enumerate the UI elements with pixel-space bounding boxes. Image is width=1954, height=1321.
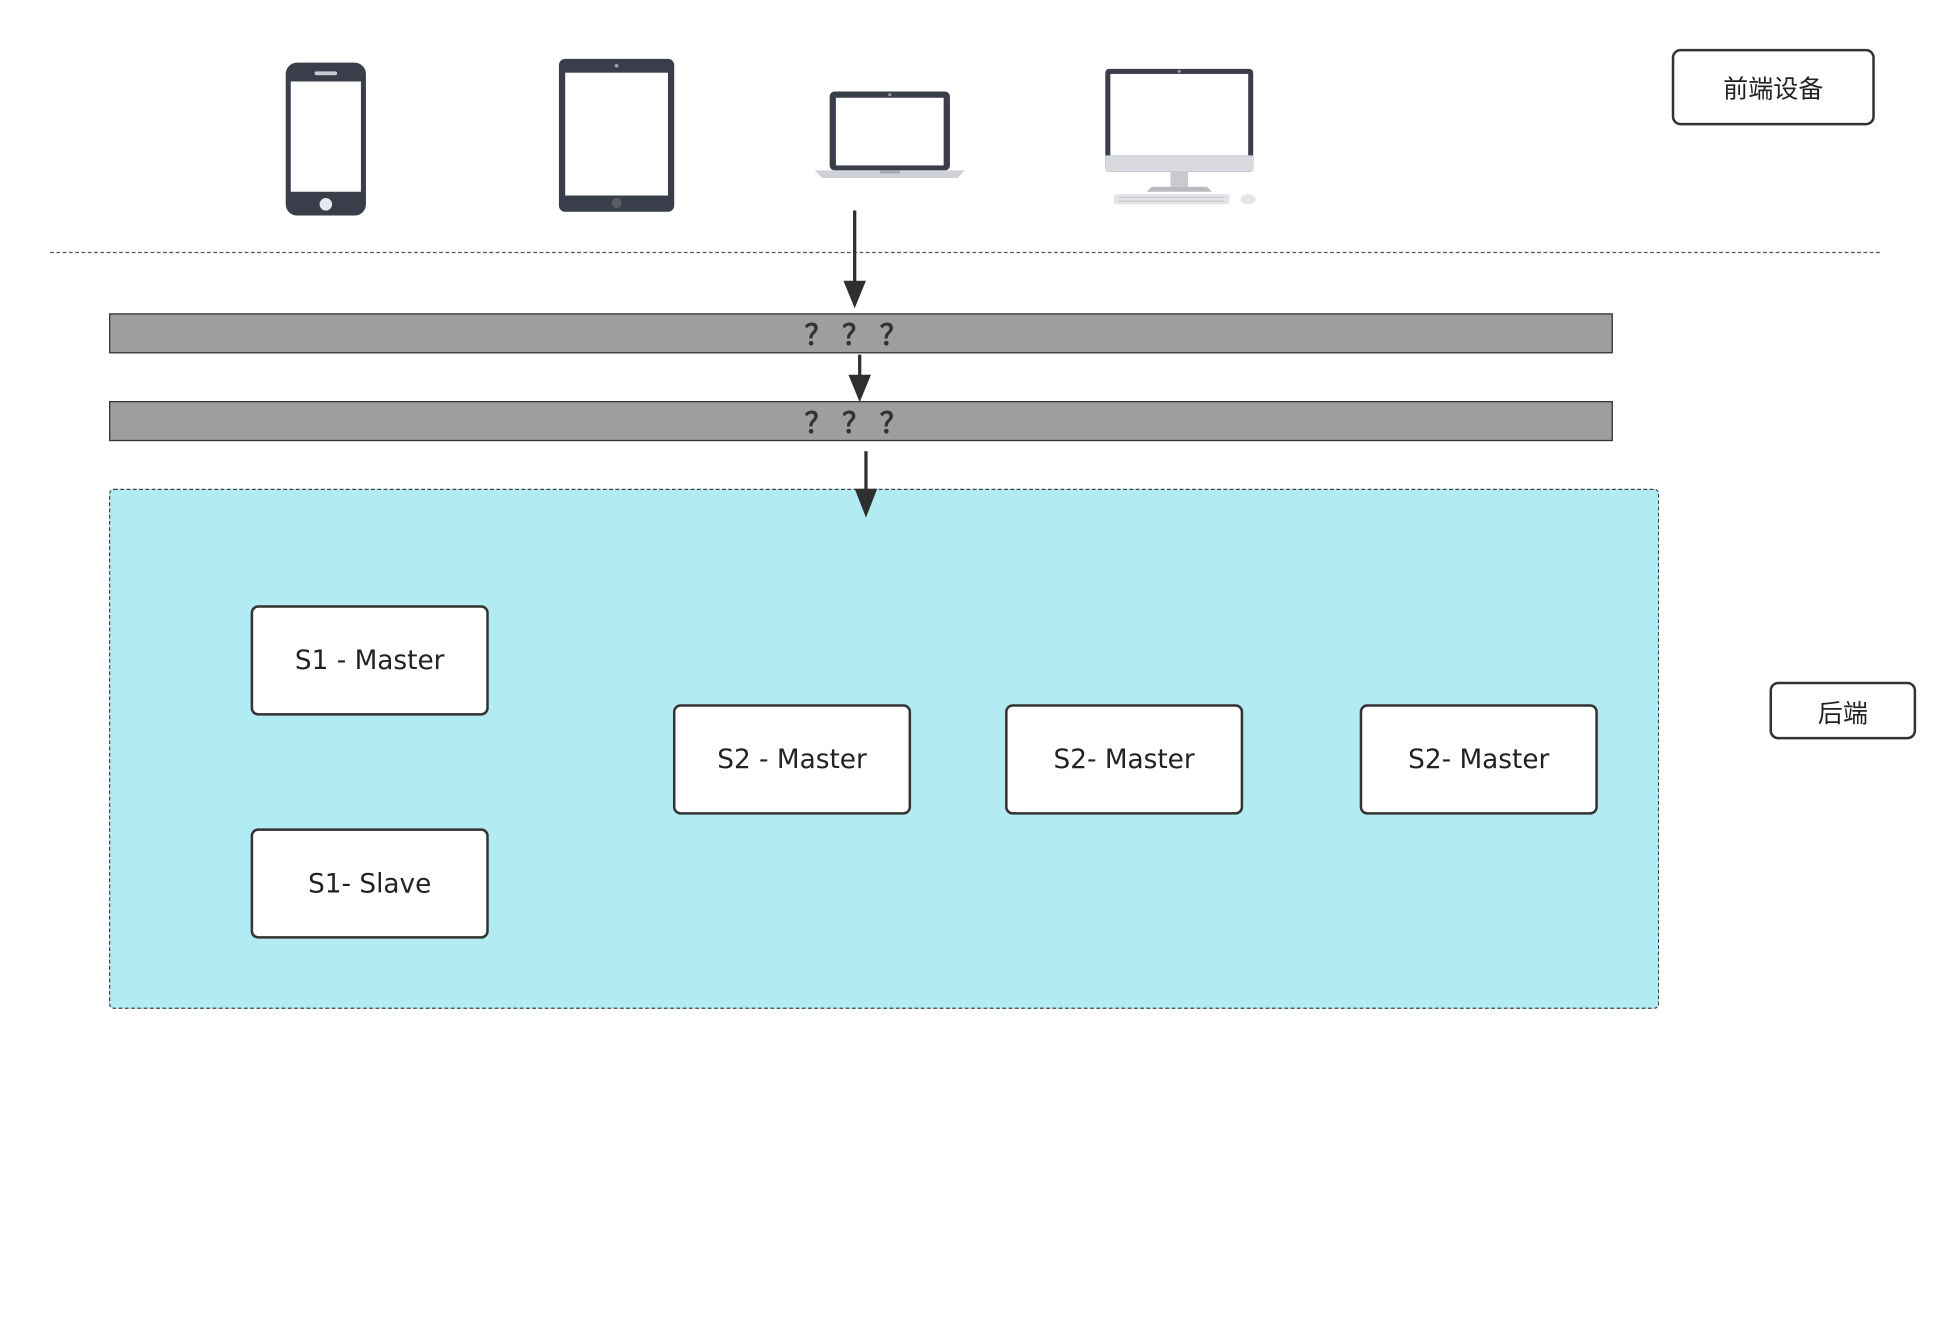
unknown-layer-2: ？？？ bbox=[109, 401, 1613, 442]
node-label: S2 - Master bbox=[717, 744, 867, 775]
phone-icon bbox=[285, 62, 366, 216]
s2-master-node-2: S2- Master bbox=[1005, 704, 1244, 815]
s2-master-node-1: S2 - Master bbox=[672, 704, 912, 815]
node-label: S2- Master bbox=[1053, 744, 1195, 775]
tier-divider-line bbox=[50, 251, 1880, 254]
node-label: S2- Master bbox=[1408, 744, 1550, 775]
node-label: S1- Slave bbox=[308, 868, 432, 899]
backend-label-text: 后端 bbox=[1817, 697, 1868, 728]
layer-2-label: ？？？ bbox=[804, 408, 918, 440]
frontend-label-text: 前端设备 bbox=[1723, 73, 1824, 105]
unknown-layer-1: ？？？ bbox=[109, 313, 1613, 354]
tablet-icon bbox=[558, 58, 675, 212]
s1-slave-node: S1- Slave bbox=[250, 828, 489, 939]
layer-1-label: ？？？ bbox=[804, 320, 918, 353]
backend-label: 后端 bbox=[1769, 681, 1917, 740]
arrow-head-1 bbox=[843, 280, 866, 309]
node-label: S1 - Master bbox=[294, 645, 445, 676]
s1-master-node: S1 - Master bbox=[250, 605, 489, 716]
s2-master-node-3: S2- Master bbox=[1359, 704, 1598, 815]
frontend-devices-label: 前端设备 bbox=[1671, 48, 1875, 126]
laptop-icon bbox=[814, 91, 965, 178]
arrow-head-2 bbox=[848, 374, 871, 403]
desktop-icon bbox=[1105, 68, 1256, 205]
